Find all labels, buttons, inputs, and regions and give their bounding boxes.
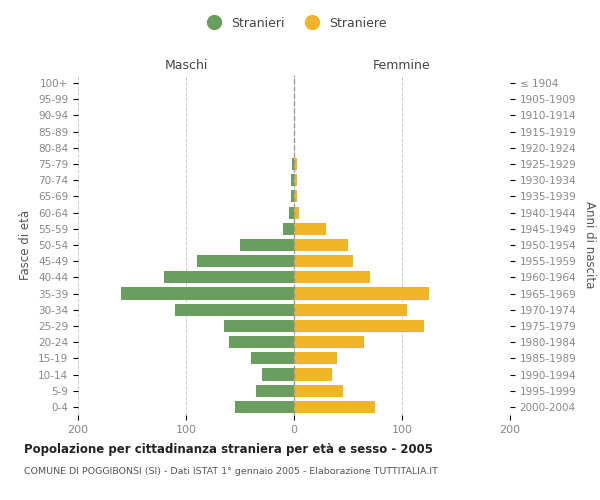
Bar xyxy=(294,206,299,218)
Bar xyxy=(240,239,294,251)
Y-axis label: Fasce di età: Fasce di età xyxy=(19,210,32,280)
Bar xyxy=(289,206,294,218)
Text: Popolazione per cittadinanza straniera per età e sesso - 2005: Popolazione per cittadinanza straniera p… xyxy=(24,442,433,456)
Legend: Stranieri, Straniere: Stranieri, Straniere xyxy=(196,12,392,34)
Bar xyxy=(294,288,429,300)
Bar xyxy=(256,384,294,397)
Bar xyxy=(294,352,337,364)
Bar xyxy=(291,174,294,186)
Bar xyxy=(294,272,370,283)
Bar xyxy=(121,288,294,300)
Bar xyxy=(294,304,407,316)
Text: Maschi: Maschi xyxy=(164,59,208,72)
Bar xyxy=(235,401,294,413)
Bar xyxy=(294,222,326,235)
Bar xyxy=(292,158,294,170)
Bar xyxy=(294,320,424,332)
Bar xyxy=(294,336,364,348)
Bar xyxy=(294,239,348,251)
Bar xyxy=(294,190,297,202)
Bar xyxy=(283,222,294,235)
Bar xyxy=(294,158,297,170)
Bar xyxy=(294,384,343,397)
Bar xyxy=(164,272,294,283)
Bar xyxy=(294,255,353,268)
Text: Femmine: Femmine xyxy=(373,59,431,72)
Y-axis label: Anni di nascita: Anni di nascita xyxy=(583,202,596,288)
Text: COMUNE DI POGGIBONSI (SI) - Dati ISTAT 1° gennaio 2005 - Elaborazione TUTTITALIA: COMUNE DI POGGIBONSI (SI) - Dati ISTAT 1… xyxy=(24,468,438,476)
Bar xyxy=(291,190,294,202)
Bar xyxy=(197,255,294,268)
Bar xyxy=(175,304,294,316)
Bar xyxy=(251,352,294,364)
Bar xyxy=(262,368,294,380)
Bar xyxy=(294,368,332,380)
Bar xyxy=(294,401,375,413)
Bar xyxy=(294,174,297,186)
Bar xyxy=(224,320,294,332)
Bar xyxy=(229,336,294,348)
